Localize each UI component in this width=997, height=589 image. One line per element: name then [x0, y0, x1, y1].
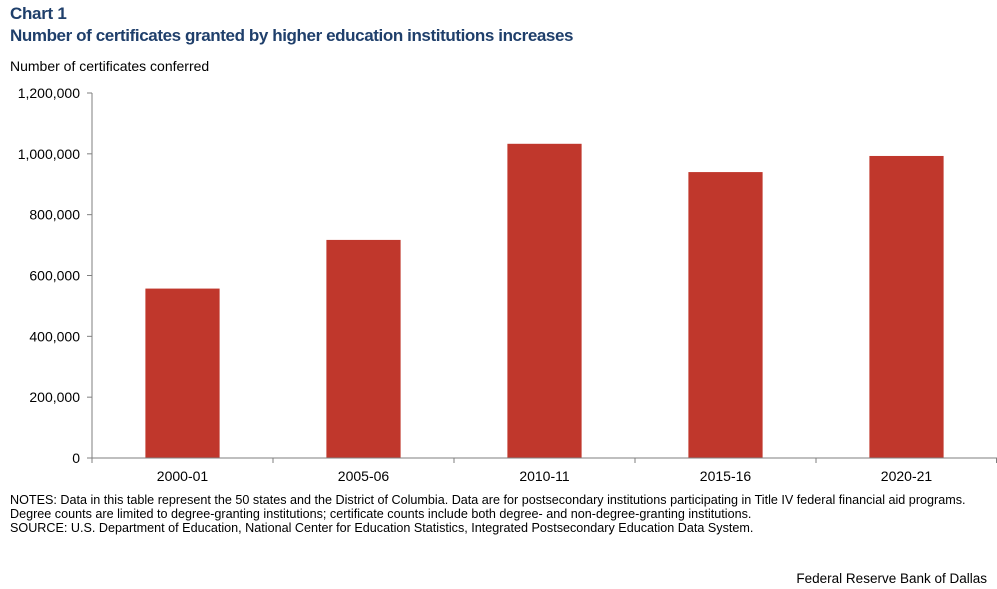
bar-chart: 0 200,000 400,000 600,000 800,000 1,000,000 1,… — [18, 85, 997, 484]
chart-notes: NOTES: Data in this table represent the … — [10, 493, 985, 535]
y-axis: 0 200,000 400,000 600,000 800,000 1,000,000 1,… — [18, 85, 93, 466]
x-tick-label: 2005-06 — [338, 468, 390, 484]
bar — [145, 288, 220, 458]
y-tick-label: 0 — [72, 450, 80, 466]
bar — [507, 143, 582, 458]
bars — [145, 143, 944, 459]
x-tick-label: 2000-01 — [157, 468, 209, 484]
x-tick-label: 2020-21 — [881, 468, 933, 484]
y-tick-label: 200,000 — [29, 389, 80, 405]
y-tick-label: 1,200,000 — [18, 85, 80, 101]
y-tick-label: 400,000 — [29, 328, 80, 344]
y-tick-label: 600,000 — [29, 268, 80, 284]
notes-text: NOTES: Data in this table represent the … — [10, 493, 966, 521]
x-tick-label: 2010-11 — [519, 468, 570, 484]
y-tick-label: 1,000,000 — [18, 146, 80, 162]
bar — [688, 172, 763, 459]
source-text: SOURCE: U.S. Department of Education, Na… — [10, 521, 754, 535]
bar — [869, 155, 944, 458]
x-axis: 2000-01 2005-06 2010-11 2015-16 2020-21 — [91, 457, 997, 484]
x-tick-label: 2015-16 — [700, 468, 752, 484]
credit-text: Federal Reserve Bank of Dallas — [796, 571, 987, 586]
y-axis-label: Number of certificates conferred — [10, 58, 210, 74]
chart-label: Chart 1 — [10, 4, 67, 23]
bar — [326, 239, 401, 458]
y-tick-label: 800,000 — [29, 207, 80, 223]
chart-title: Number of certificates granted by higher… — [10, 26, 574, 45]
